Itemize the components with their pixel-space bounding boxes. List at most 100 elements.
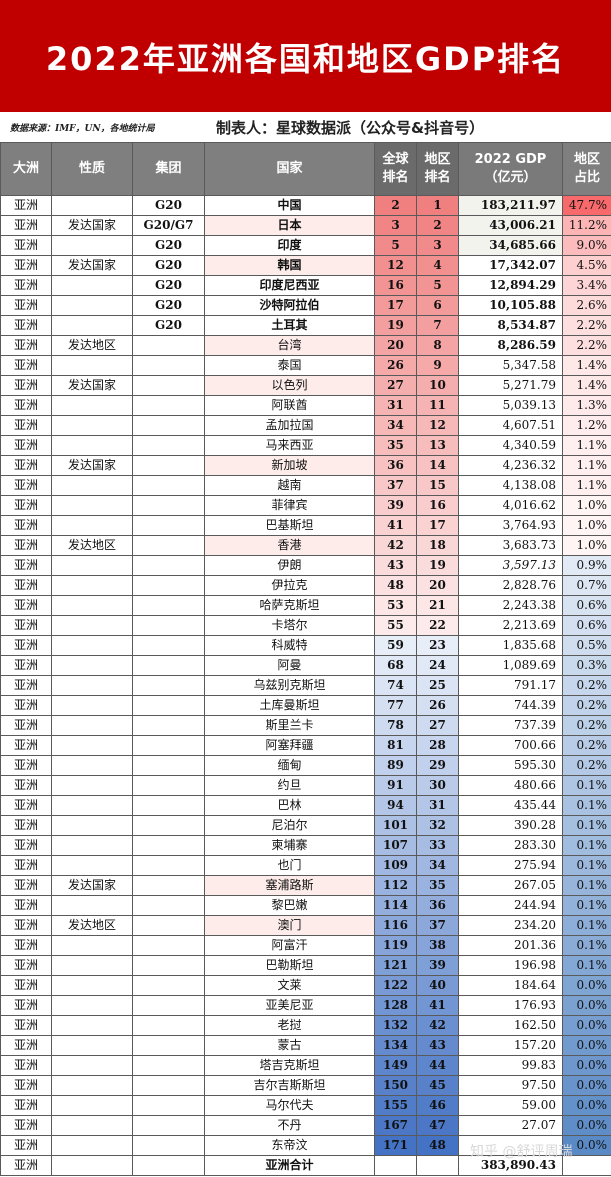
group-cell [132,1015,205,1036]
share-cell: 0.2% [562,715,611,736]
share-cell: 1.2% [562,415,611,436]
table-row: 亚洲 发达国家 新加坡 36 14 4,236.32 1.1% [0,455,611,476]
region-rank-cell: 12 [416,415,459,436]
global-rank-cell: 31 [374,395,417,416]
gdp-cell: 2,243.38 [458,595,563,616]
global-rank-cell: 112 [374,875,417,896]
gdp-cell: 3,597.13 [458,555,563,576]
table-row: 亚洲 阿联酋 31 11 5,039.13 1.3% [0,395,611,416]
table-row: 亚洲 伊拉克 48 20 2,828.76 0.7% [0,575,611,596]
gdp-cell: 5,271.79 [458,375,563,396]
region-rank-cell: 6 [416,295,459,316]
nature-cell [51,1095,133,1116]
region-rank-cell: 21 [416,595,459,616]
region-rank-cell: 31 [416,795,459,816]
continent-cell: 亚洲 [0,255,52,276]
global-rank-cell: 128 [374,995,417,1016]
share-cell: 0.1% [562,915,611,936]
country-cell: 黎巴嫩 [204,895,375,916]
group-cell [132,735,205,756]
region-rank-cell: 27 [416,715,459,736]
header-nature: 性质 [51,142,133,196]
country-cell: 印度尼西亚 [204,275,375,296]
continent-cell: 亚洲 [0,1135,52,1156]
country-cell: 乌兹别克斯坦 [204,675,375,696]
share-cell: 1.0% [562,515,611,536]
gdp-cell: 275.94 [458,855,563,876]
continent-cell: 亚洲 [0,235,52,256]
country-cell: 阿富汗 [204,935,375,956]
group-cell [132,715,205,736]
share-cell: 11.2% [562,215,611,236]
gdp-cell: 10,105.88 [458,295,563,316]
table-row: 亚洲 G20 沙特阿拉伯 17 6 10,105.88 2.6% [0,295,611,316]
share-cell: 0.1% [562,895,611,916]
group-cell [132,1135,205,1156]
group-cell [132,1035,205,1056]
gdp-cell: 5,039.13 [458,395,563,416]
nature-cell [51,355,133,376]
gdp-cell: 480.66 [458,775,563,796]
country-cell: 土库曼斯坦 [204,695,375,716]
continent-cell: 亚洲 [0,1095,52,1116]
group-cell [132,815,205,836]
table-row: 亚洲 发达国家 G20 韩国 12 4 17,342.07 4.5% [0,255,611,276]
nature-cell [51,955,133,976]
region-rank-cell: 33 [416,835,459,856]
watermark: 知乎 @舒评周瑞 [470,1144,573,1160]
nature-cell: 发达地区 [51,915,133,936]
country-cell: 菲律宾 [204,495,375,516]
share-cell: 1.0% [562,535,611,556]
gdp-cell: 43,006.21 [458,215,563,236]
global-rank-cell: 3 [374,215,417,236]
group-cell: G20 [132,315,205,336]
region-rank-cell: 18 [416,535,459,556]
continent-cell: 亚洲 [0,1075,52,1096]
header-group: 集团 [132,142,205,196]
nature-cell [51,675,133,696]
group-cell [132,555,205,576]
nature-cell [51,1035,133,1056]
share-cell: 2.6% [562,295,611,316]
header-gdp: 2022 GDP （亿元） [458,142,563,196]
nature-cell: 发达地区 [51,535,133,556]
region-rank-cell: 44 [416,1055,459,1076]
continent-cell: 亚洲 [0,1115,52,1136]
total-empty-cell [132,1155,205,1176]
continent-cell: 亚洲 [0,195,52,216]
country-cell: 斯里兰卡 [204,715,375,736]
nature-cell [51,935,133,956]
group-cell: G20 [132,255,205,276]
region-rank-cell: 40 [416,975,459,996]
region-rank-cell: 11 [416,395,459,416]
country-cell: 塔吉克斯坦 [204,1055,375,1076]
nature-cell: 发达国家 [51,375,133,396]
nature-cell [51,575,133,596]
table-row: 亚洲 G20 中国 2 1 183,211.97 47.7% [0,195,611,216]
region-rank-cell: 38 [416,935,459,956]
region-rank-cell: 25 [416,675,459,696]
table-row: 亚洲 巴基斯坦 41 17 3,764.93 1.0% [0,515,611,536]
global-rank-cell: 134 [374,1035,417,1056]
continent-cell: 亚洲 [0,975,52,996]
share-cell: 0.9% [562,555,611,576]
global-rank-cell: 12 [374,255,417,276]
table-row: 亚洲 马来西亚 35 13 4,340.59 1.1% [0,435,611,456]
gdp-cell: 17,342.07 [458,255,563,276]
global-rank-cell: 116 [374,915,417,936]
gdp-cell: 4,340.59 [458,435,563,456]
country-cell: 香港 [204,535,375,556]
table-row: 亚洲 发达地区 澳门 116 37 234.20 0.1% [0,915,611,936]
group-cell [132,455,205,476]
share-cell: 1.0% [562,495,611,516]
global-rank-cell: 89 [374,755,417,776]
table-row: 亚洲 阿曼 68 24 1,089.69 0.3% [0,655,611,676]
table-row: 亚洲 科威特 59 23 1,835.68 0.5% [0,635,611,656]
gdp-cell: 791.17 [458,675,563,696]
nature-cell [51,855,133,876]
gdp-cell: 59.00 [458,1095,563,1116]
share-cell: 0.1% [562,855,611,876]
continent-cell: 亚洲 [0,475,52,496]
continent-cell: 亚洲 [0,515,52,536]
nature-cell [51,995,133,1016]
